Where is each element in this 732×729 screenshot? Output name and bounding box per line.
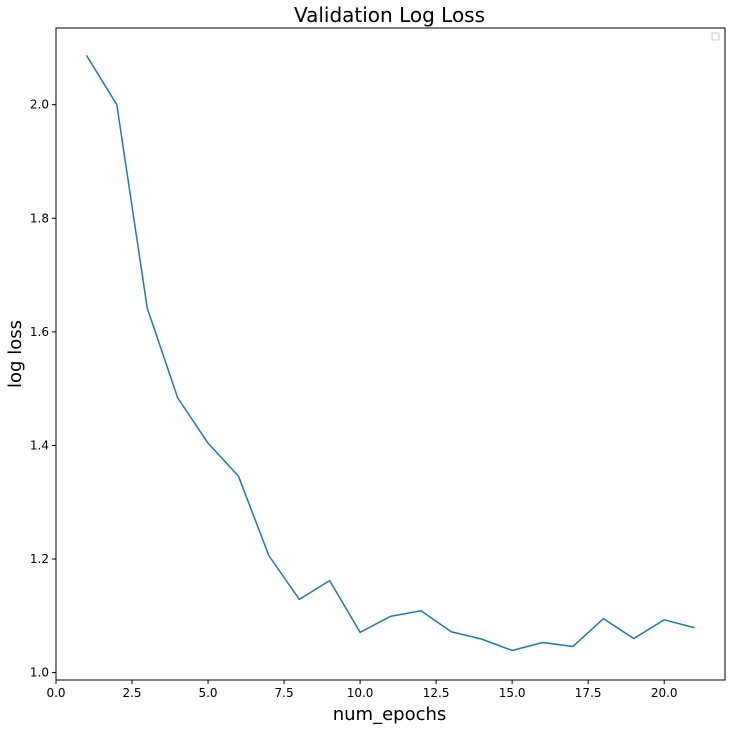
- y-tick-label: 1.2: [30, 552, 49, 566]
- x-tick-label: 7.5: [275, 686, 294, 700]
- x-axis-label: num_epochs: [333, 704, 447, 725]
- y-tick-label: 1.6: [30, 325, 49, 339]
- series-layer: [85, 54, 695, 652]
- x-tick-label: 10.0: [347, 686, 374, 700]
- y-tick-label: 1.4: [30, 438, 49, 452]
- y-axis-label: log loss: [5, 320, 26, 388]
- y-axis: 1.0 1.2 1.4 1.6 1.8 2.0: [30, 98, 56, 680]
- x-tick-label: 15.0: [499, 686, 526, 700]
- chart-title: Validation Log Loss: [294, 3, 485, 27]
- y-tick-label: 1.0: [30, 666, 49, 680]
- x-tick-label: 12.5: [423, 686, 450, 700]
- y-tick-label: 2.0: [30, 98, 49, 112]
- legend-box: [711, 32, 720, 41]
- x-tick-label: 5.0: [198, 686, 217, 700]
- x-tick-label: 0.0: [46, 686, 65, 700]
- x-tick-label: 2.5: [122, 686, 141, 700]
- x-tick-label: 17.5: [575, 686, 602, 700]
- y-tick-label: 1.8: [30, 211, 49, 225]
- plot-frame: [55, 27, 726, 681]
- x-tick-label: 20.0: [651, 686, 678, 700]
- x-axis: 0.0 2.5 5.0 7.5 10.0 12.5 15.0 17.5 20.0: [46, 680, 678, 700]
